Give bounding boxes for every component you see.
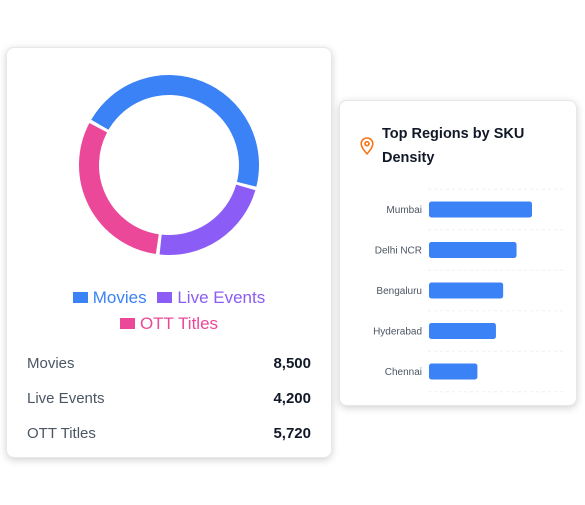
legend-swatch-ott-titles bbox=[119, 318, 135, 329]
bar-label: Chennai bbox=[385, 367, 422, 378]
stat-value: 8,500 bbox=[273, 355, 311, 372]
bar-bengaluru[interactable] bbox=[429, 282, 504, 299]
bar-chennai[interactable] bbox=[429, 363, 478, 380]
legend-label-live-events: Live Events bbox=[177, 288, 266, 307]
donut-legend: Movies Live Events OTT Titles bbox=[7, 285, 331, 337]
donut-chart bbox=[79, 75, 259, 255]
bar-label: Mumbai bbox=[386, 205, 422, 216]
stat-label: Movies bbox=[27, 355, 75, 372]
stat-label: OTT Titles bbox=[27, 425, 96, 442]
legend-swatch-movies bbox=[72, 292, 88, 303]
legend-swatch-live-events bbox=[157, 292, 173, 303]
top-regions-card: Top Regions by SKU Density Mumbai Delhi N… bbox=[339, 100, 577, 406]
bar-label: Bengaluru bbox=[376, 286, 422, 297]
bar-label: Delhi NCR bbox=[375, 246, 422, 257]
card-title: Top Regions by SKU Density bbox=[382, 126, 525, 166]
bar-hyderabad[interactable] bbox=[429, 323, 496, 339]
stat-row-ott-titles: OTT Titles 5,720 bbox=[27, 416, 311, 451]
stat-row-movies: Movies 8,500 bbox=[27, 346, 311, 381]
stat-value: 5,720 bbox=[273, 425, 311, 442]
bar-delhi-ncr[interactable] bbox=[429, 242, 517, 258]
regions-bar-chart: Mumbai Delhi NCR Bengaluru Hyderabad Chennai bbox=[373, 188, 564, 393]
donut-slice-live-events[interactable] bbox=[159, 184, 256, 255]
bar-label: Hyderabad bbox=[373, 327, 422, 338]
stats-list: Movies 8,500 Live Events 4,200 OTT Title… bbox=[27, 346, 311, 451]
card-header: Top Regions by SKU Density bbox=[360, 122, 542, 170]
legend-label-ott-titles: OTT Titles bbox=[139, 314, 219, 333]
bar-mumbai[interactable] bbox=[429, 201, 532, 218]
stat-row-live-events: Live Events 4,200 bbox=[27, 381, 311, 416]
donut-slice-ott-titles[interactable] bbox=[79, 123, 160, 255]
stat-label: Live Events bbox=[27, 390, 105, 407]
map-pin-icon bbox=[360, 137, 374, 155]
legend-label-movies: Movies bbox=[92, 288, 147, 307]
donut-slice-movies[interactable] bbox=[91, 75, 259, 187]
legend-item-movies[interactable]: Movies bbox=[72, 285, 147, 311]
legend-item-live-events[interactable]: Live Events bbox=[157, 285, 265, 311]
stat-value: 4,200 bbox=[273, 390, 311, 407]
legend-item-ott-titles[interactable]: OTT Titles bbox=[119, 311, 219, 337]
content-mix-card: Movies Live Events OTT Titles Movies 8,5… bbox=[6, 47, 332, 458]
